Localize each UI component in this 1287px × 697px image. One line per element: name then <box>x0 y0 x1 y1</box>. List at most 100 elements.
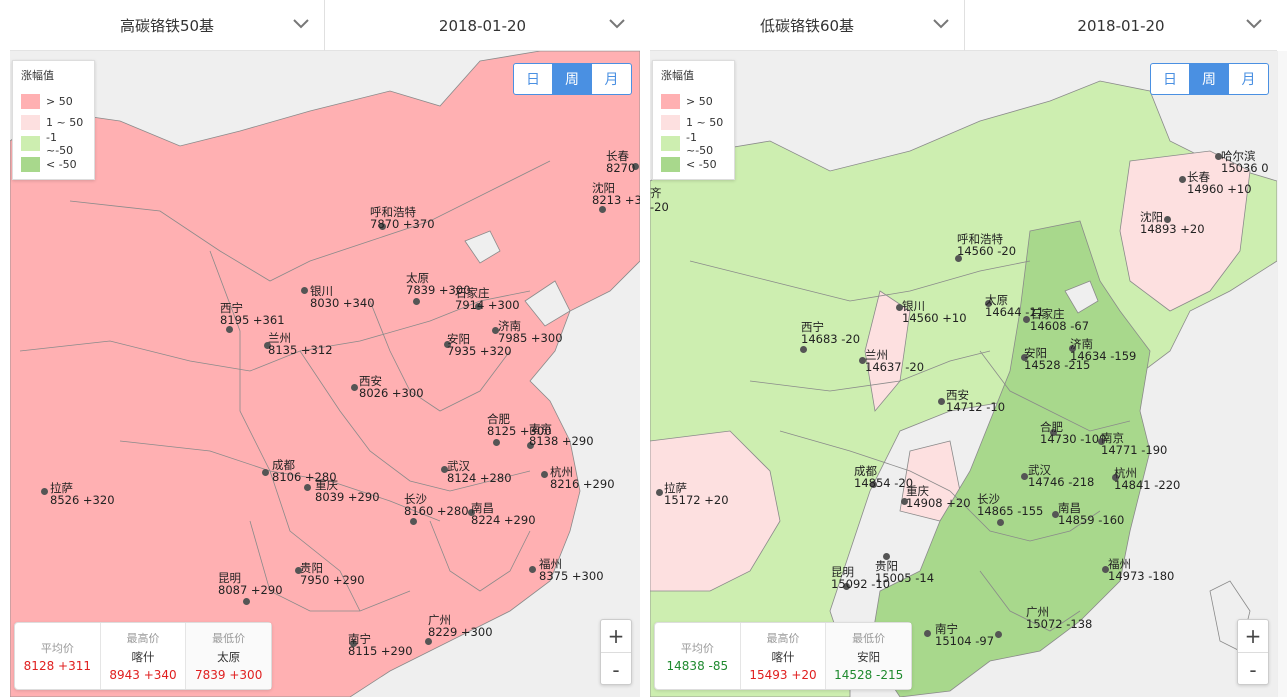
city-value: 14865 -155 <box>977 504 1044 518</box>
zoom-in-button[interactable]: + <box>601 620 631 653</box>
legend-item[interactable]: < -50 <box>21 154 86 175</box>
chevron-down-icon <box>293 19 309 29</box>
location-dot-icon <box>1112 474 1119 481</box>
tab-month[interactable]: 月 <box>604 72 619 88</box>
city-value: 8087 +290 <box>218 583 283 597</box>
city-name: 南宁 <box>935 622 958 636</box>
zoom-control: + - <box>1237 619 1269 685</box>
city-name: 南昌 <box>1058 501 1081 515</box>
legend-item[interactable]: 1 ~ 50 <box>661 112 726 133</box>
city-name: 合肥 <box>1040 420 1063 434</box>
city-value: 14908 +20 <box>906 496 971 510</box>
stat-label: 平均价 <box>680 641 714 655</box>
price-summary: 平均价 8128 +311 最高价 喀什 8943 +340 最低价 太原 78… <box>14 622 272 690</box>
legend-label: 1 ~ 50 <box>686 116 724 129</box>
location-dot-icon <box>997 519 1004 526</box>
location-dot-icon <box>301 287 308 294</box>
location-dot-icon <box>985 300 992 307</box>
location-dot-icon <box>1179 176 1186 183</box>
legend-label: < -50 <box>46 158 77 171</box>
city-value: 15005 -14 <box>875 571 935 585</box>
city-value: 15172 +20 <box>664 493 729 507</box>
stat-label: 最低价 <box>852 632 886 645</box>
city-name: 成都 <box>854 464 877 478</box>
legend-label: 1 ~ 50 <box>46 116 84 129</box>
city-name: 银川 <box>310 284 333 298</box>
city-value: 14854 -20 <box>854 476 914 490</box>
city-name: 安阳 <box>1024 346 1047 360</box>
china-map[interactable]: 涨幅值 > 50 1 ~ 50 -1 ~-50 < -50 齐 -20 日 周 … <box>650 51 1277 697</box>
map-regions <box>650 51 1277 697</box>
city-value: 8125 +300 <box>487 424 552 438</box>
date-dropdown[interactable]: 2018-01-20 <box>325 0 640 51</box>
city-value: 14746 -218 <box>1028 475 1095 489</box>
location-dot-icon <box>896 304 903 311</box>
city-value: 8135 +312 <box>268 343 333 357</box>
city-value: 7839 +300 <box>406 283 471 297</box>
legend-item[interactable]: > 50 <box>21 91 86 112</box>
location-dot-icon <box>599 206 606 213</box>
tab-month[interactable]: 月 <box>1241 72 1256 88</box>
city-value: 8526 +320 <box>50 493 115 507</box>
tab-day[interactable]: 日 <box>514 64 553 94</box>
city-name: 武汉 <box>1028 463 1051 477</box>
city-name: 呼和浩特 <box>957 232 1003 246</box>
location-dot-icon <box>883 553 890 560</box>
legend-item[interactable]: 1 ~ 50 <box>21 112 86 133</box>
location-dot-icon <box>304 484 311 491</box>
product-label: 低碳铬铁60基 <box>759 17 855 35</box>
tab-day[interactable]: 日 <box>1151 64 1190 94</box>
city-value: 14608 -67 <box>1030 319 1090 333</box>
location-dot-icon <box>843 583 850 590</box>
city-name: 南昌 <box>471 501 494 515</box>
stat-highest: 最高价 喀什 8943 +340 <box>101 623 187 689</box>
legend-item[interactable]: > 50 <box>661 91 726 112</box>
legend-item[interactable]: -1 ~-50 <box>21 131 86 157</box>
zoom-out-button[interactable]: - <box>1249 657 1257 682</box>
city-name: 长春 <box>1187 170 1210 184</box>
city-value: 14637 -20 <box>865 360 925 374</box>
city-name: 福州 <box>539 557 562 571</box>
city-value: 14712 -10 <box>946 400 1006 414</box>
tab-week[interactable]: 周 <box>553 64 592 94</box>
stat-label: 最低价 <box>212 632 246 645</box>
stat-value: 8943 +340 <box>109 668 177 682</box>
location-dot-icon <box>938 398 945 405</box>
date-dropdown[interactable]: 2018-01-20 <box>965 0 1277 51</box>
location-dot-icon <box>493 439 500 446</box>
map-legend: 涨幅值 > 50 1 ~ 50 -1 ~-50 < -50 <box>12 60 95 180</box>
location-dot-icon <box>859 357 866 364</box>
city-value: 14730 -100 <box>1040 432 1107 446</box>
product-dropdown[interactable]: 低碳铬铁60基 <box>650 0 965 51</box>
location-dot-icon <box>1023 316 1030 323</box>
city-name: 南宁 <box>348 632 371 646</box>
legend-swatch <box>661 94 680 109</box>
tab-week[interactable]: 周 <box>1190 64 1229 94</box>
legend-item[interactable]: < -50 <box>661 154 726 175</box>
product-label: 高碳铬铁50基 <box>119 17 215 35</box>
stat-value: 15493 +20 <box>749 668 817 682</box>
legend-swatch <box>661 115 680 130</box>
china-map[interactable]: 涨幅值 > 50 1 ~ 50 -1 ~-50 < -50 日 周 月 呼和浩特… <box>10 51 640 697</box>
stat-label: 最高价 <box>126 632 160 645</box>
zoom-control: + - <box>600 619 632 685</box>
stat-lowest: 最低价 太原 7839 +300 <box>186 623 272 689</box>
city-value: 8124 +280 <box>447 471 512 485</box>
price-summary: 平均价 14838 -85 最高价 喀什 15493 +20 最低价 安阳 14… <box>654 622 912 690</box>
zoom-out-button[interactable]: - <box>612 657 620 682</box>
location-dot-icon <box>632 163 639 170</box>
scrollbar[interactable] <box>1277 51 1287 697</box>
location-dot-icon <box>410 518 417 525</box>
legend-item[interactable]: -1 ~-50 <box>661 131 726 157</box>
zoom-in-button[interactable]: + <box>1238 620 1268 653</box>
date-label: 2018-01-20 <box>438 16 527 35</box>
stat-highest: 最高价 喀什 15493 +20 <box>741 623 827 689</box>
city-value: 7950 +290 <box>300 573 365 587</box>
city-name: 安阳 <box>447 332 470 346</box>
city-name: 呼和浩特 <box>370 205 416 219</box>
city-value: 8270 + <box>606 161 640 175</box>
stat-value: 8128 +311 <box>23 658 91 673</box>
date-label: 2018-01-20 <box>1077 16 1165 35</box>
product-dropdown[interactable]: 高碳铬铁50基 <box>10 0 325 51</box>
stat-city: 太原 <box>217 650 241 664</box>
